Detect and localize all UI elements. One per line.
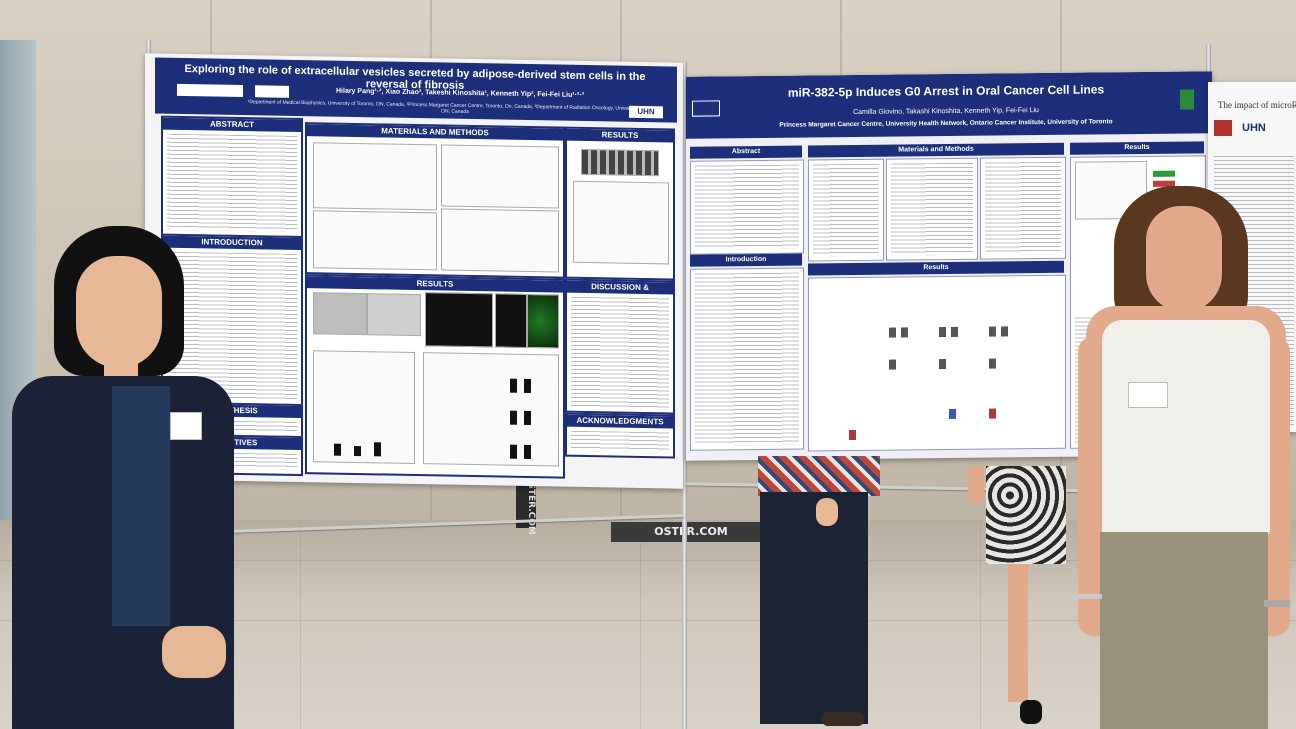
methods-block (980, 156, 1066, 260)
face (1146, 206, 1222, 312)
introduction-text (690, 267, 804, 451)
fluorescence-image (495, 293, 527, 348)
methods-diagram (313, 210, 437, 271)
jeans (760, 492, 868, 724)
bar-chart-figure (423, 352, 559, 467)
person-plaid-shirt (756, 456, 882, 729)
poster-affiliations: ¹Department of Medical Biophysics, Unive… (247, 99, 663, 115)
sponsor-strip: OSTER.COM (611, 522, 771, 542)
uhn-logo: UHN (629, 105, 663, 119)
white-top (1102, 320, 1270, 536)
poster-authors: Camilla Giovino, Takashi Kinoshita, Kenn… (853, 107, 1039, 117)
uhn-logo: UHN (1242, 122, 1266, 134)
methods-diagram (313, 142, 437, 211)
bar-chart-figure (313, 350, 415, 465)
section-heading: MATERIALS AND METHODS (307, 124, 563, 141)
poster-title: miR-382-5p Induces G0 Arrest in Oral Can… (787, 82, 1105, 100)
plaid-shirt (758, 456, 880, 496)
methods-block (808, 158, 884, 262)
arm (968, 466, 984, 502)
presenter-left (12, 226, 238, 729)
hand (816, 498, 838, 526)
shoe (822, 712, 864, 726)
poster-title: The impact of microRNA (1218, 100, 1296, 110)
section-heading: Introduction (690, 253, 802, 267)
university-crest (1180, 89, 1194, 110)
methods-diagram (441, 144, 559, 209)
section-heading: ACKNOWLEDGMENTS (567, 414, 673, 429)
section-heading: Abstract (690, 145, 802, 159)
stand-pole (682, 62, 687, 729)
poster-header: miR-382-5p Induces G0 Arrest in Oral Can… (686, 71, 1212, 139)
fluorescence-image (425, 292, 493, 348)
results-middle-section: RESULTS (305, 274, 565, 479)
institution-logo (692, 100, 720, 117)
bracelet (1072, 594, 1102, 599)
section-heading: Materials and Methods (808, 142, 1064, 158)
discussion-section: DISCUSSION & CONCLUSIONS (565, 278, 675, 415)
patterned-skirt (986, 466, 1066, 564)
methods-diagram (441, 208, 559, 273)
khaki-pants (1100, 532, 1268, 729)
section-heading: RESULTS (567, 128, 673, 143)
abstract-section: ABSTRACT (161, 115, 303, 239)
section-heading: Results (808, 260, 1064, 276)
section-heading: ABSTRACT (163, 117, 301, 133)
leg (1008, 564, 1028, 702)
materials-methods-section: MATERIALS AND METHODS (305, 122, 565, 279)
face (76, 256, 162, 368)
name-badge (1128, 382, 1168, 408)
blue-blouse (112, 386, 170, 626)
results-top-section: RESULTS (565, 126, 675, 281)
microscopy-image (313, 292, 367, 336)
acknowledgments-section: ACKNOWLEDGMENTS (565, 412, 675, 459)
poster-header: Exploring the role of extracellular vesi… (155, 57, 677, 123)
methods-block (886, 157, 978, 261)
hands (162, 626, 226, 678)
queens-logo (1214, 120, 1232, 136)
section-heading: Results (1070, 141, 1204, 155)
section-heading: RESULTS (307, 276, 563, 293)
shoe (1020, 700, 1042, 724)
person-patterned-skirt (968, 466, 1072, 729)
results-chart (573, 180, 669, 265)
name-badge (170, 412, 202, 440)
section-heading: DISCUSSION & CONCLUSIONS (567, 280, 673, 304)
results-figures (808, 274, 1066, 452)
presenter-right (1072, 186, 1296, 729)
abstract-text (690, 159, 804, 255)
western-blot-figure (581, 148, 659, 177)
fluorescence-image (527, 293, 559, 349)
watch (1264, 600, 1290, 607)
microscopy-image (367, 293, 421, 337)
poster-affiliations: Princess Margaret Cancer Centre, Univers… (779, 118, 1113, 129)
